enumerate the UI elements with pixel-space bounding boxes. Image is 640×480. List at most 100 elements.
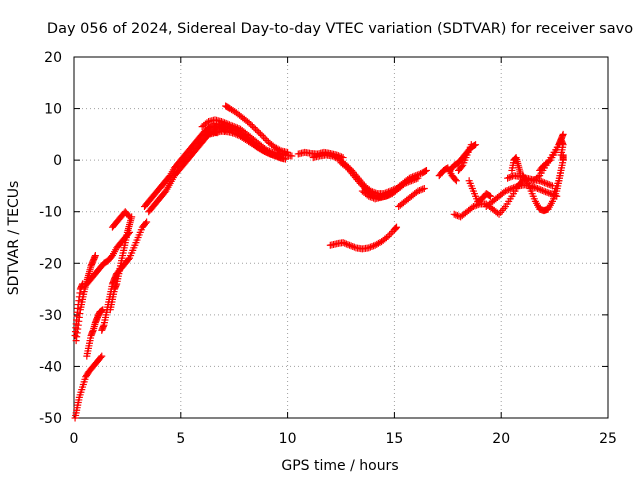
- data-point: [250, 124, 258, 132]
- data-point: [263, 148, 271, 156]
- data-point: [473, 201, 481, 209]
- data-point: [530, 183, 538, 191]
- data-point: [417, 186, 425, 194]
- x-tick-label: 10: [279, 431, 297, 447]
- data-point: [278, 154, 286, 162]
- data-point: [260, 147, 268, 155]
- data-point: [539, 178, 547, 186]
- data-point: [98, 306, 106, 314]
- data-point: [370, 242, 378, 250]
- y-tick-label: 0: [53, 153, 62, 169]
- data-point: [262, 148, 270, 156]
- data-point: [397, 182, 405, 190]
- series-arc-z: [482, 181, 561, 211]
- data-point: [332, 154, 340, 162]
- data-point: [504, 174, 512, 182]
- data-point: [451, 175, 459, 183]
- data-point: [346, 241, 354, 249]
- x-tick-label: 20: [492, 431, 510, 447]
- data-point: [507, 173, 515, 181]
- data-point: [203, 119, 211, 127]
- data-point: [386, 231, 394, 239]
- data-point: [330, 153, 338, 161]
- data-point: [547, 181, 555, 189]
- data-point: [259, 146, 267, 154]
- data-point: [349, 243, 357, 251]
- y-tick-label: 10: [44, 102, 62, 118]
- data-point: [559, 151, 567, 159]
- data-point: [493, 209, 501, 217]
- y-tick-label: 20: [44, 50, 62, 66]
- data-point: [279, 155, 287, 163]
- series-arc-ae: [536, 136, 567, 174]
- series-arc-g: [106, 213, 136, 314]
- data-point: [414, 174, 422, 182]
- data-point: [393, 223, 401, 231]
- data-point: [98, 352, 106, 360]
- data-point: [503, 186, 511, 194]
- data-point: [506, 185, 514, 193]
- data-point: [263, 136, 271, 144]
- data-point: [513, 183, 521, 191]
- data-point: [403, 179, 411, 187]
- data-point: [422, 166, 430, 174]
- data-point: [366, 243, 374, 251]
- data-point: [341, 239, 349, 247]
- x-tick-label: 0: [70, 431, 79, 447]
- x-tick-label: 5: [176, 431, 185, 447]
- data-point: [409, 176, 417, 184]
- y-tick-label: -40: [39, 359, 62, 375]
- data-point: [97, 307, 105, 315]
- data-point: [414, 187, 422, 195]
- data-point: [368, 194, 376, 202]
- data-point: [223, 123, 231, 131]
- data-point: [419, 185, 427, 193]
- data-point: [288, 152, 296, 160]
- data-point: [467, 141, 475, 149]
- data-point: [537, 186, 545, 194]
- data-point: [91, 252, 99, 260]
- data-point: [215, 120, 223, 128]
- series-arc-af: [551, 151, 567, 195]
- data-point: [469, 203, 477, 211]
- data-point: [450, 210, 458, 218]
- data-point: [347, 242, 355, 250]
- data-point: [218, 121, 226, 129]
- data-point: [124, 255, 132, 263]
- data-point: [226, 125, 234, 133]
- data-point: [501, 187, 509, 195]
- series-arc-n: [222, 102, 292, 156]
- data-point: [545, 157, 553, 165]
- data-point: [415, 186, 423, 194]
- series-arc-w: [454, 141, 475, 174]
- data-point: [407, 177, 415, 185]
- data-point: [368, 243, 376, 251]
- data-point: [284, 148, 292, 156]
- data-point: [248, 122, 256, 130]
- data-point: [220, 122, 228, 130]
- data-point: [276, 146, 284, 154]
- series-group: [71, 102, 567, 422]
- data-point: [252, 125, 260, 133]
- data-point: [540, 187, 548, 195]
- data-point: [471, 202, 479, 210]
- data-point: [365, 192, 373, 200]
- data-point: [230, 126, 238, 134]
- data-point: [508, 185, 516, 193]
- data-point: [358, 181, 366, 189]
- data-point: [258, 131, 266, 139]
- x-tick-label: 15: [385, 431, 403, 447]
- series-arc-t: [395, 185, 428, 211]
- data-point: [559, 130, 567, 138]
- data-point: [344, 241, 352, 249]
- data-point: [458, 163, 466, 171]
- data-point: [256, 130, 264, 138]
- data-point: [452, 177, 460, 185]
- data-point: [474, 201, 482, 209]
- data-point: [217, 121, 225, 129]
- data-point: [421, 167, 429, 175]
- grid: [74, 57, 608, 418]
- y-tick-label: -20: [39, 256, 62, 272]
- data-point: [522, 175, 530, 183]
